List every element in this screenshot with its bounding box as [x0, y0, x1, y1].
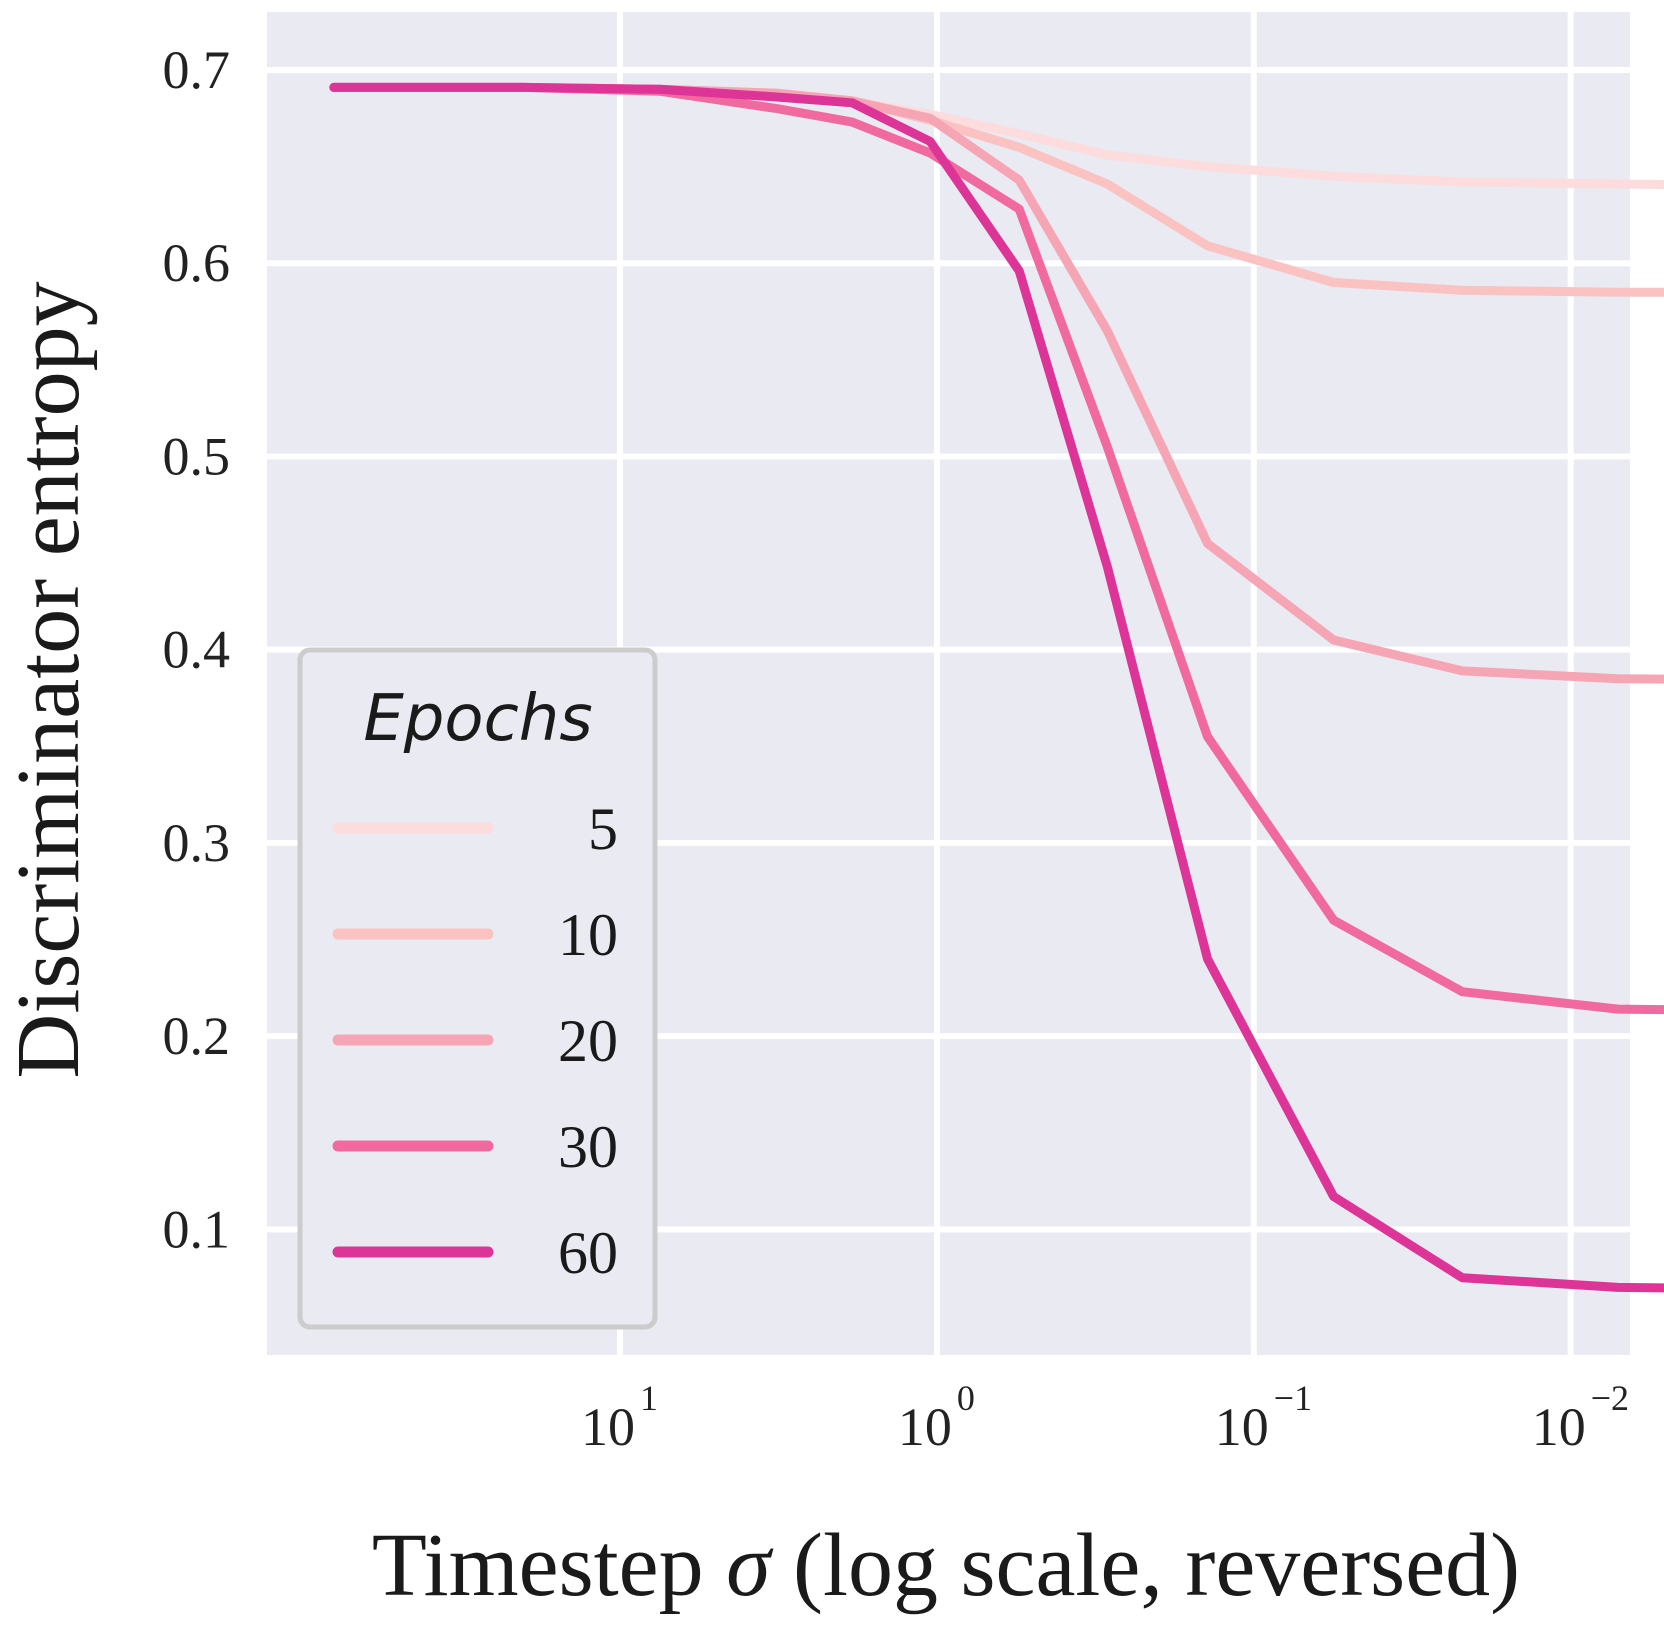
legend-label-10: 10: [558, 902, 618, 968]
legend-label-60: 60: [558, 1220, 618, 1286]
x-tick-label: 10: [898, 1397, 952, 1457]
x-axis-label-prefix: Timestep: [372, 1516, 726, 1615]
x-tick-labels: 10 1 10 0 10 −1 10 −2: [581, 1378, 1629, 1457]
x-axis-label-suffix: (log scale, reversed): [771, 1516, 1521, 1615]
x-tick-label: 10: [1532, 1397, 1586, 1457]
x-tick-exponent: −1: [1274, 1378, 1312, 1418]
y-tick-label: 0.4: [163, 620, 231, 680]
y-tick-label: 0.5: [163, 426, 231, 486]
x-tick-exponent: 0: [957, 1378, 975, 1418]
legend-title: Epochs: [363, 682, 592, 756]
legend: Epochs 5 10 20 30 60: [297, 647, 658, 1330]
series-line-60: [329, 82, 1664, 1293]
y-tick-label: 0.3: [163, 813, 231, 873]
y-tick-label: 0.7: [163, 40, 231, 100]
y-tick-label: 0.1: [163, 1199, 231, 1259]
x-tick-exponent: 1: [640, 1378, 658, 1418]
legend-label-5: 5: [588, 796, 618, 862]
y-tick-labels: 0.1 0.2 0.3 0.4 0.5 0.6 0.7: [163, 40, 231, 1259]
legend-items: 5 10 20 30 60: [332, 796, 618, 1286]
x-axis-label: Timestep σ (log scale, reversed): [372, 1516, 1520, 1615]
y-tick-label: 0.2: [163, 1006, 231, 1066]
legend-label-20: 20: [558, 1008, 618, 1074]
x-tick-exponent: −2: [1591, 1378, 1629, 1418]
y-axis-label: Discriminator entropy: [0, 281, 98, 1078]
y-tick-label: 0.6: [163, 233, 231, 293]
x-axis-label-sigma: σ: [726, 1516, 774, 1615]
x-tick-label: 10: [1215, 1397, 1269, 1457]
legend-box: [297, 647, 658, 1330]
x-tick-label: 10: [581, 1397, 635, 1457]
legend-label-30: 30: [558, 1114, 618, 1180]
series-lines: [329, 82, 1664, 1293]
